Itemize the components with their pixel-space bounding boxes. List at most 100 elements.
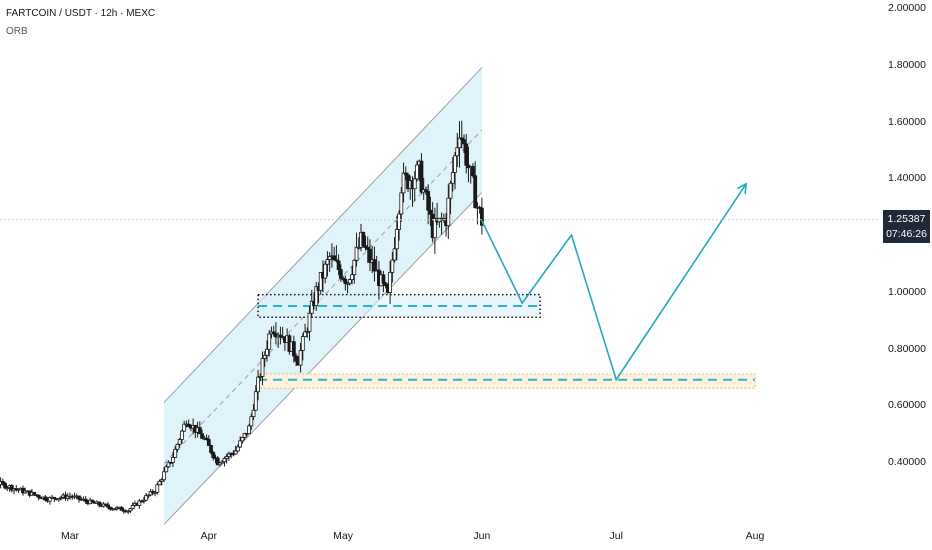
candle — [347, 278, 352, 286]
candle — [428, 196, 433, 227]
candle — [126, 510, 131, 515]
candle — [332, 246, 337, 261]
candle — [471, 163, 475, 179]
candle-body — [162, 471, 166, 481]
candle-body — [128, 508, 133, 512]
candle — [361, 231, 366, 248]
candle — [424, 186, 428, 195]
candle — [52, 496, 57, 502]
candle-body — [260, 358, 265, 377]
candle — [215, 456, 220, 466]
price-badge: 1.25387 07:46:26 — [883, 210, 930, 243]
candle — [103, 503, 108, 507]
candle-body — [455, 147, 460, 157]
candle — [305, 327, 310, 338]
candle-body — [397, 213, 401, 230]
x-tick-label: Jun — [473, 530, 491, 542]
candle-body — [479, 207, 484, 226]
candle-body — [392, 248, 397, 261]
candle — [238, 436, 243, 449]
candle — [224, 453, 229, 464]
candle — [260, 351, 265, 386]
candle — [162, 467, 166, 482]
candle — [401, 162, 406, 203]
candle-body — [341, 277, 346, 280]
candle — [249, 413, 254, 431]
y-tick-label: 1.40000 — [888, 172, 926, 185]
candle-body — [262, 354, 267, 359]
candle — [235, 444, 240, 453]
candle-body — [350, 274, 354, 281]
candle — [291, 335, 296, 363]
candle — [218, 462, 222, 467]
candle — [204, 434, 209, 441]
candle-body — [197, 427, 202, 435]
candle — [222, 456, 227, 467]
candle-body — [155, 484, 160, 493]
candle-body — [412, 178, 417, 190]
candle — [200, 429, 204, 439]
candle-body — [5, 487, 10, 490]
candle — [56, 497, 61, 502]
candle-body — [9, 485, 14, 491]
candle — [166, 460, 171, 469]
candle — [390, 252, 395, 283]
candle-body — [108, 506, 113, 510]
x-tick-label: Apr — [200, 530, 217, 542]
candle-body — [77, 495, 81, 500]
candle — [59, 496, 63, 501]
candle-body — [399, 192, 404, 215]
candle-body — [428, 209, 433, 215]
projection-path — [481, 182, 747, 382]
candle — [464, 134, 469, 174]
candle-body — [211, 452, 216, 459]
candle-body — [365, 247, 370, 250]
candle-body — [267, 333, 272, 350]
candle — [352, 259, 357, 284]
candle-body — [343, 278, 348, 284]
candle — [300, 333, 305, 361]
candle — [206, 435, 211, 446]
candle — [455, 133, 460, 167]
bar-countdown: 07:46:26 — [886, 228, 927, 240]
candle — [459, 120, 464, 149]
candle — [77, 495, 81, 503]
candle — [262, 351, 267, 367]
candle — [412, 171, 417, 202]
candle — [325, 251, 330, 277]
candle-body — [240, 437, 245, 442]
candle — [307, 306, 312, 341]
x-tick-label: Jul — [609, 530, 623, 542]
candle — [209, 444, 213, 455]
candle — [354, 232, 359, 267]
candle-body — [305, 330, 310, 333]
candle — [108, 506, 113, 511]
candle — [36, 494, 41, 501]
candle-body — [97, 501, 102, 506]
candle-body — [137, 500, 142, 506]
y-tick-label: 1.60000 — [888, 115, 926, 128]
candle-body — [415, 164, 419, 180]
zones — [257, 293, 756, 389]
candle-body — [450, 172, 455, 184]
candle — [323, 261, 328, 284]
candle-body — [271, 331, 276, 335]
candle-body — [278, 334, 283, 338]
candle — [388, 260, 393, 304]
candle-body — [401, 172, 406, 194]
x-tick-label: Aug — [745, 530, 765, 542]
candle — [130, 502, 135, 510]
candle — [394, 215, 399, 261]
candle — [83, 496, 88, 504]
candle-body — [426, 191, 431, 211]
candle-body — [224, 456, 229, 459]
candle-body — [227, 453, 231, 458]
candle — [128, 507, 133, 513]
candle — [462, 134, 466, 154]
candle — [0, 478, 5, 486]
candle — [168, 461, 173, 465]
candle-body — [318, 272, 323, 291]
candle — [327, 252, 332, 272]
candle-body — [106, 504, 110, 508]
